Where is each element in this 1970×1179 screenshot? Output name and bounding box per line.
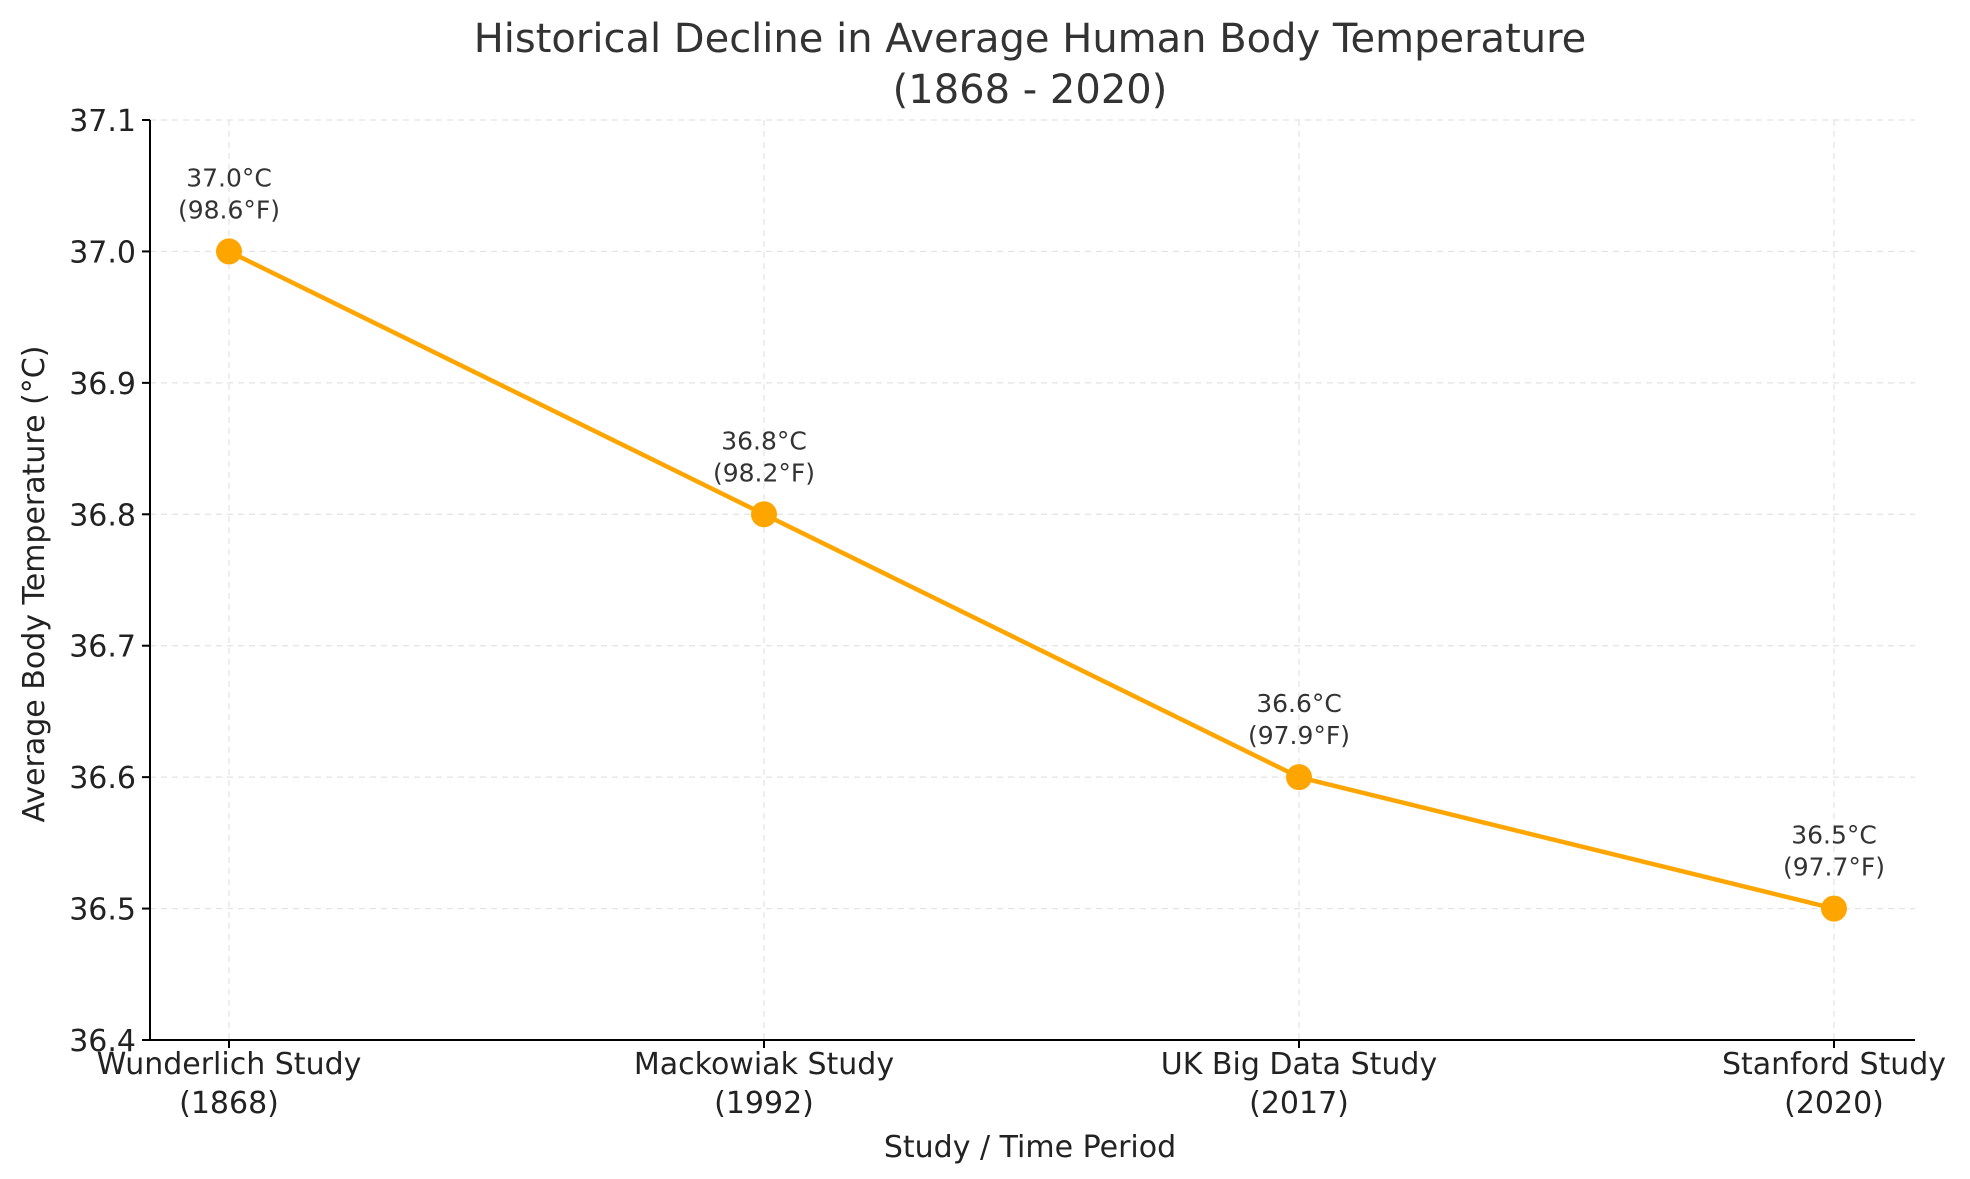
data-label: (97.9°F) xyxy=(1248,721,1350,750)
x-tick-label: Wunderlich Study xyxy=(97,1047,362,1082)
data-point xyxy=(1286,764,1312,791)
x-tick-label: Mackowiak Study xyxy=(634,1047,894,1082)
y-tick-label: 36.9 xyxy=(69,367,136,402)
data-label: 36.8°C xyxy=(721,426,807,455)
x-tick-label: (1992) xyxy=(714,1086,814,1121)
axes xyxy=(142,119,1915,1048)
series-line xyxy=(228,249,1835,911)
data-label: (98.2°F) xyxy=(713,458,815,487)
y-tick-label: 36.6 xyxy=(69,761,136,796)
data-label: 36.6°C xyxy=(1256,689,1342,718)
y-tick-label: 36.4 xyxy=(69,1024,136,1059)
data-point xyxy=(1821,895,1847,922)
x-tick-label: UK Big Data Study xyxy=(1161,1047,1437,1082)
data-point xyxy=(216,238,242,265)
data-label: (98.6°F) xyxy=(178,195,280,224)
chart-title-line-1: Historical Decline in Average Human Body… xyxy=(474,16,1587,62)
data-label: (97.7°F) xyxy=(1783,853,1885,882)
y-tick-label: 37.0 xyxy=(69,235,136,270)
y-axis-label: Average Body Temperature (°C) xyxy=(17,346,52,823)
y-tick-labels: 36.4 36.5 36.6 36.7 36.8 36.9 37.0 37.1 xyxy=(69,104,136,1059)
data-label: 36.5°C xyxy=(1791,821,1877,850)
y-tick-label: 36.5 xyxy=(69,893,136,928)
x-axis-label: Study / Time Period xyxy=(884,1130,1176,1165)
y-tick-label: 36.8 xyxy=(69,498,136,533)
y-tick-label: 37.1 xyxy=(69,104,136,139)
data-series xyxy=(216,238,1847,922)
data-labels: 37.0°C (98.6°F) 36.8°C (98.2°F) 36.6°C (97.9°… xyxy=(178,163,1885,881)
chart-title-line-2: (1868 - 2020) xyxy=(893,67,1168,113)
x-tick-labels: Wunderlich Study (1868) Mackowiak Study (19… xyxy=(97,1047,1946,1121)
x-tick-label: (2020) xyxy=(1784,1086,1884,1121)
data-point xyxy=(751,501,777,528)
x-tick-label: Stanford Study xyxy=(1722,1047,1946,1082)
grid xyxy=(150,119,1915,1041)
y-tick-label: 36.7 xyxy=(69,630,136,665)
chart-title: Historical Decline in Average Human Body… xyxy=(474,16,1587,113)
x-tick-label: (1868) xyxy=(179,1086,279,1121)
x-tick-label: (2017) xyxy=(1249,1086,1349,1121)
data-label: 37.0°C xyxy=(186,163,272,192)
